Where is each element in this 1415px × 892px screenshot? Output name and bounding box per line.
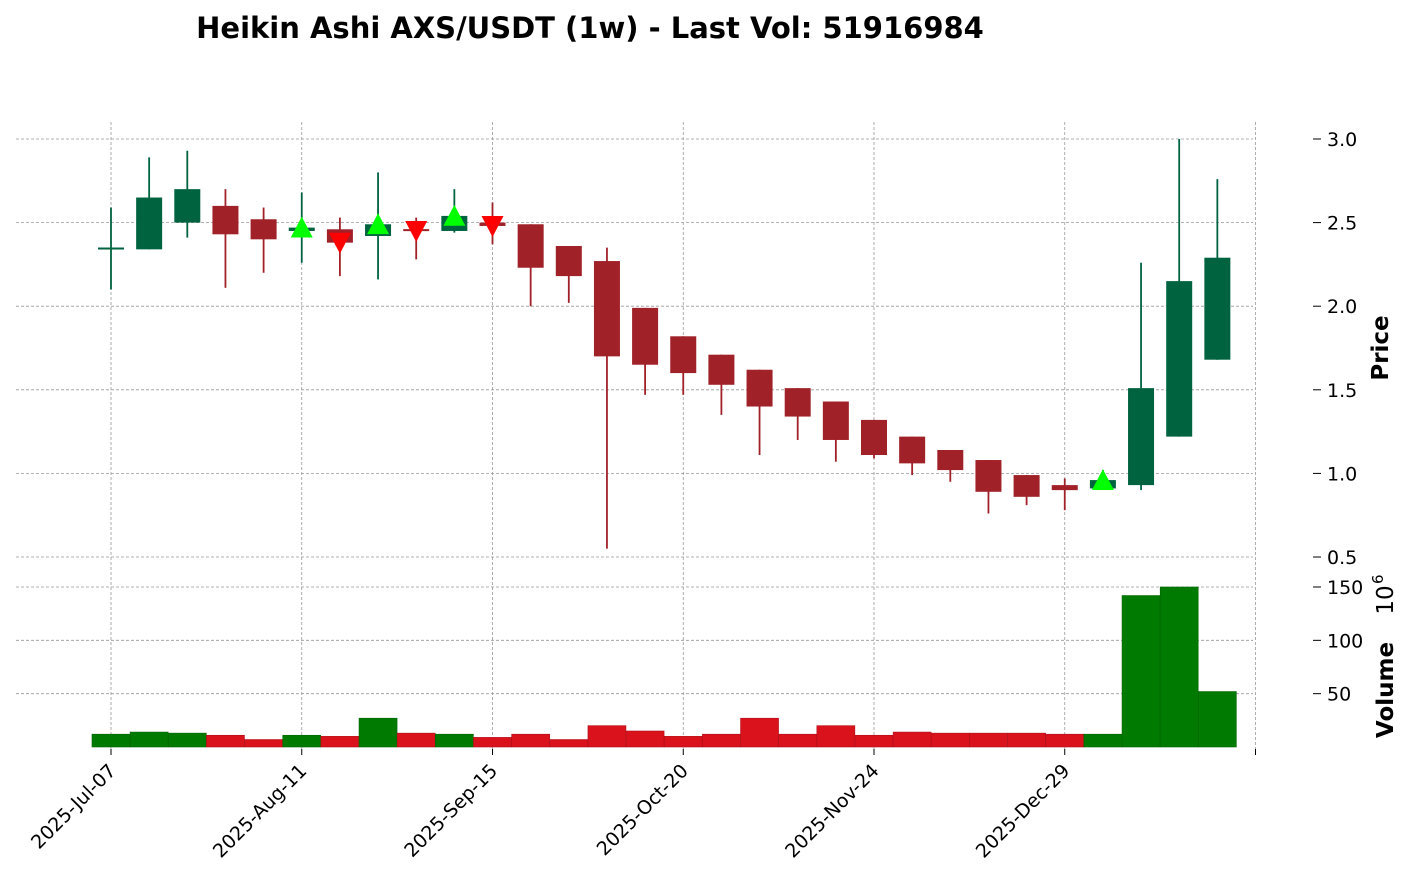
price-tick-label: 3.0 [1327,129,1357,151]
candle-body-down [746,369,773,407]
buy-signal-marker [443,204,466,226]
volume-bar-down [930,732,970,748]
volume-bar-up [1198,691,1237,748]
volume-bar-down [1007,732,1046,748]
volume-bar-down [816,725,856,748]
volume-grid [16,586,1253,695]
x-tick-label: 2025-Sep-15 [400,760,502,862]
x-grid [110,122,1256,749]
volume-bar-up [435,733,474,748]
volume-tick-label: 150 [1327,577,1363,599]
candle-body-down [250,219,277,240]
candle-body-down [1013,475,1040,497]
volume-tick-label: 100 [1327,630,1363,652]
candle-body-down [975,460,1002,492]
candle-body-down [937,449,964,471]
volume-bar-up [1083,733,1123,748]
x-tick-label: 2025-Jul-07 [27,760,121,854]
volume-multiplier: 10 6 [1369,574,1399,614]
volume-bar-down [969,732,1008,748]
x-tick-label: 2025-Oct-20 [593,760,693,860]
x-tick-label: 2025-Nov-24 [781,760,883,862]
price-tick-label: 1.5 [1327,380,1357,402]
volume-bar-down [396,732,436,748]
candle-body-down [632,307,659,365]
candle-body-up [1128,388,1155,486]
volume-bar-down [320,736,360,748]
signal-markers [290,204,1114,490]
chart-title: Heikin Ashi AXS/USDT (1w) - Last Vol: 51… [196,11,984,45]
candle-bodies [98,189,1231,497]
candle-body-down [593,261,620,357]
buy-signal-marker [290,216,313,238]
volume-bar-down [625,730,665,748]
price-axis: 0.5 1.0 1.5 2.0 2.5 3.0 [1313,129,1357,569]
candle-body-down [784,388,811,417]
x-tick-label: 2025-Aug-11 [209,760,311,862]
volume-bar-down [244,739,283,748]
volume-bar-up [282,734,322,748]
volume-bar-down [702,733,741,748]
candle-body-down [899,436,926,464]
candle-body-up [136,197,163,250]
volume-bar-down [892,731,932,748]
candle-body-down [822,401,849,440]
volume-bar-up [91,733,131,748]
volume-bar-down [473,737,512,748]
sell-signal-marker [328,232,351,254]
volume-bars [91,586,1237,748]
buy-signal-marker [1091,469,1114,490]
price-axis-label: Price [1368,315,1394,380]
price-tick-label: 0.5 [1327,547,1357,569]
volume-axis-label: Volume [1373,642,1399,738]
candle-body-down [1051,485,1078,491]
volume-bar-up [129,731,169,748]
volume-bar-down [587,725,627,748]
price-grid [16,138,1253,558]
sell-signal-marker [481,216,504,237]
volume-multiplier-base: 10 [1373,585,1399,614]
price-tick-label: 1.0 [1327,463,1357,485]
price-tick-label: 2.5 [1327,213,1357,235]
buy-signal-marker [367,213,390,235]
candle-body-up [1166,281,1193,437]
sell-signal-marker [405,221,428,242]
volume-bar-down [854,734,894,748]
candle-wicks [110,139,1219,549]
candle-body-down [670,336,697,374]
candle-body-down [708,354,735,385]
volume-bar-down [206,734,245,748]
volume-bar-down [1045,733,1085,748]
price-tick-label: 2.0 [1327,296,1357,318]
candle-body-down [861,419,887,456]
candle-body-down [555,246,582,277]
volume-bar-up [1159,586,1199,748]
volume-bar-up [1121,595,1161,748]
volume-axis: 50 100 150 [1313,577,1363,706]
volume-bar-up [358,717,398,748]
x-axis: 2025-Jul-07 2025-Aug-11 2025-Sep-15 2025-Oc… [27,749,1256,863]
volume-tick-label: 50 [1327,684,1351,706]
candle-body-down [212,205,239,235]
volume-bar-down [549,739,589,748]
x-tick-label: 2025-Dec-29 [972,760,1075,863]
volume-bar-down [740,717,779,748]
volume-multiplier-exponent: 6 [1369,574,1387,584]
candle-body-up [1204,257,1231,360]
candle-body-down [517,224,544,268]
volume-bar-down [778,733,818,748]
volume-bar-down [663,736,703,748]
candle-body-up [174,189,201,223]
volume-bar-down [511,733,550,748]
volume-bar-up [168,732,207,748]
candle-body-up [98,247,124,250]
